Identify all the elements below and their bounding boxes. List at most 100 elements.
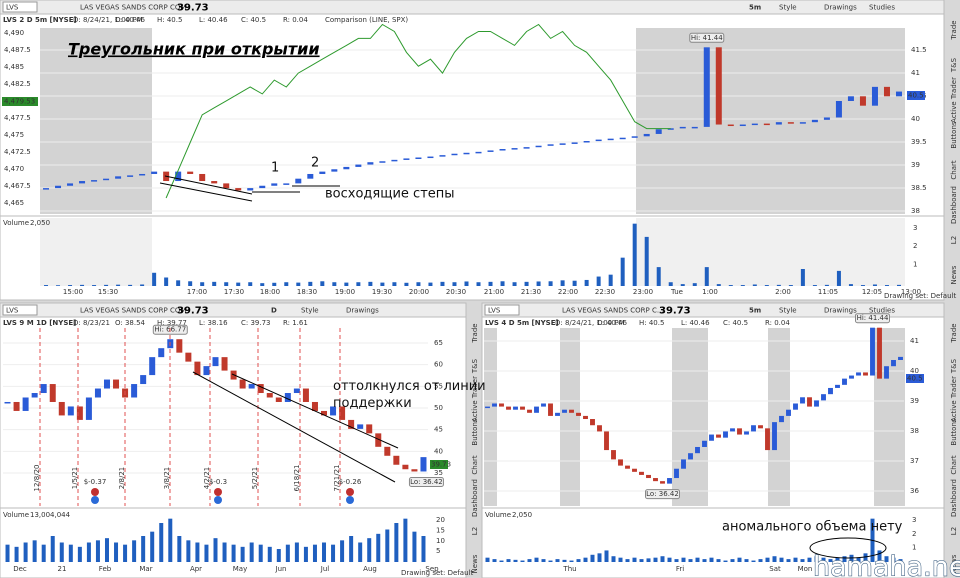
price-axis-label: 39.5 bbox=[911, 138, 927, 146]
side-tab[interactable]: News bbox=[471, 554, 479, 573]
side-tab[interactable]: Buttons bbox=[950, 121, 958, 148]
volume-bar bbox=[896, 284, 901, 286]
side-tab[interactable]: Active Trader bbox=[471, 376, 479, 422]
candle bbox=[775, 122, 782, 125]
side-tab[interactable]: News bbox=[950, 265, 958, 284]
candle bbox=[847, 96, 854, 101]
volume-bar bbox=[284, 282, 289, 286]
candle bbox=[800, 397, 805, 404]
side-tab[interactable]: T&S bbox=[471, 358, 479, 374]
candle bbox=[835, 384, 840, 388]
symbol-input[interactable] bbox=[2, 1, 38, 13]
timeframe: 5m bbox=[749, 4, 761, 12]
side-tab[interactable]: L2 bbox=[950, 527, 958, 535]
volume-bar bbox=[758, 559, 763, 562]
volume-bar bbox=[569, 560, 574, 562]
menu-item[interactable]: Style bbox=[301, 307, 319, 315]
lo-box bbox=[408, 476, 444, 487]
side-tab[interactable]: Chart bbox=[471, 455, 479, 474]
volume-bar bbox=[611, 556, 616, 562]
lo-box bbox=[645, 489, 680, 500]
spx-axis-label: 4,487.5 bbox=[4, 46, 31, 54]
candle bbox=[583, 141, 590, 143]
candle bbox=[139, 173, 146, 176]
header-field: D: 8/24/21, 1:00 PM bbox=[555, 319, 625, 327]
side-tab[interactable]: L2 bbox=[471, 527, 479, 535]
candle bbox=[679, 126, 686, 129]
price-axis-label: 41 bbox=[910, 337, 919, 345]
menu-item[interactable]: Style bbox=[779, 307, 797, 315]
candle bbox=[842, 378, 847, 385]
company: LAS VEGAS SANDS CORP C... bbox=[562, 307, 664, 315]
spx-line bbox=[165, 23, 671, 199]
volume-bar bbox=[776, 284, 781, 286]
volume-bar bbox=[249, 542, 254, 562]
volume-bar bbox=[576, 559, 581, 562]
volume-bar bbox=[68, 285, 73, 286]
menu-item[interactable]: Studies bbox=[869, 4, 895, 12]
volume-bar bbox=[688, 559, 693, 562]
month-label: 21 bbox=[58, 565, 67, 573]
symbol-input[interactable] bbox=[2, 304, 38, 316]
volume-bar bbox=[821, 557, 826, 562]
menu-item[interactable]: Drawings bbox=[824, 4, 857, 12]
side-tab[interactable]: Chart bbox=[950, 160, 958, 179]
side-tab[interactable]: T&S bbox=[950, 358, 958, 374]
candle bbox=[22, 397, 29, 411]
event-date: 4/2/21 bbox=[203, 467, 211, 490]
candle bbox=[91, 180, 98, 182]
side-tab[interactable]: Dashboard bbox=[950, 479, 958, 517]
side-tab[interactable]: Trade bbox=[950, 20, 958, 40]
channel-line bbox=[192, 371, 396, 483]
price-axis-label: 40 bbox=[910, 367, 919, 375]
header-field: Comparison (LINE, SPX) bbox=[325, 16, 408, 24]
volume-bar bbox=[412, 531, 417, 562]
side-tab[interactable]: T&S bbox=[950, 57, 958, 73]
candle bbox=[415, 157, 422, 159]
side-tab[interactable]: Dashboard bbox=[950, 186, 958, 224]
annotation: восходящие степы bbox=[325, 187, 455, 202]
side-tab[interactable]: Chart bbox=[950, 455, 958, 474]
menu-item[interactable]: Drawings bbox=[824, 307, 857, 315]
day-label: Mon bbox=[798, 565, 813, 573]
step-label: 1 bbox=[271, 161, 279, 176]
candle bbox=[43, 188, 50, 190]
volume-bar bbox=[534, 557, 539, 562]
candle bbox=[451, 153, 458, 156]
header-field: D: 8/23/21 bbox=[73, 319, 110, 327]
volume-bar bbox=[114, 542, 119, 562]
volume-bar bbox=[524, 281, 529, 286]
day-label: Thu bbox=[562, 565, 576, 573]
spx-axis-label: 4,465 bbox=[4, 199, 24, 207]
month-label: Jul bbox=[320, 565, 330, 573]
menu-item[interactable]: Studies bbox=[869, 307, 895, 315]
side-tab[interactable]: Active Trader bbox=[950, 376, 958, 422]
symbol-input[interactable] bbox=[484, 304, 520, 316]
side-tab[interactable]: Dashboard bbox=[471, 479, 479, 517]
volume-bar bbox=[428, 282, 433, 286]
volume-bar bbox=[536, 281, 541, 286]
side-tab[interactable]: Buttons bbox=[471, 418, 479, 445]
toolbar bbox=[0, 302, 467, 318]
side-tab[interactable]: News bbox=[950, 554, 958, 573]
volume-bar bbox=[856, 557, 861, 562]
side-tab[interactable]: Trade bbox=[471, 323, 479, 343]
header-field: H: 40.5 bbox=[639, 319, 664, 327]
volume-bar bbox=[788, 285, 793, 286]
candle bbox=[811, 119, 818, 123]
volume-bar bbox=[340, 540, 345, 562]
hi-box bbox=[689, 32, 725, 43]
candle bbox=[835, 100, 842, 118]
price-axis-label: 60 bbox=[434, 361, 443, 369]
volume-axis-label: 1 bbox=[913, 260, 917, 268]
menu-item[interactable]: Drawings bbox=[346, 307, 379, 315]
side-tab[interactable]: Buttons bbox=[950, 418, 958, 445]
side-tab[interactable]: Trade bbox=[950, 323, 958, 343]
volume-bar bbox=[404, 282, 409, 286]
side-tab[interactable]: L2 bbox=[950, 236, 958, 244]
menu-item[interactable]: Style bbox=[779, 4, 797, 12]
candle bbox=[248, 384, 255, 389]
volume-bar bbox=[41, 544, 46, 562]
candle bbox=[639, 471, 644, 475]
side-tab[interactable]: Active Trader bbox=[950, 77, 958, 123]
